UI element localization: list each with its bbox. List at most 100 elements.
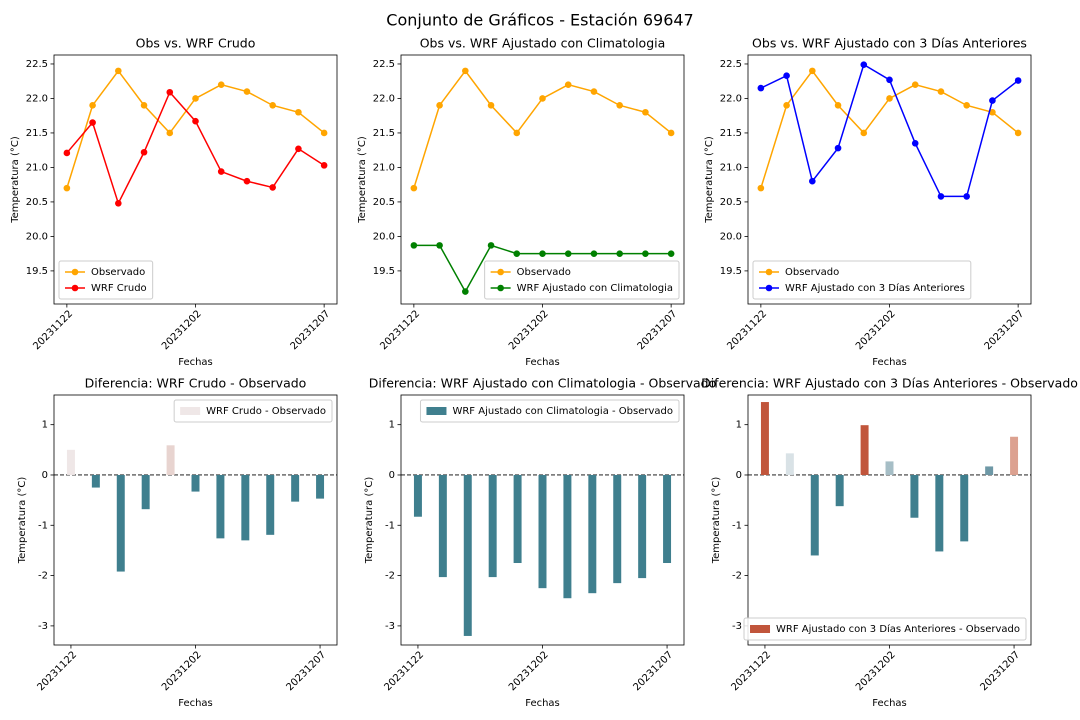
y-tick-label: 21.0 — [373, 162, 395, 173]
data-point — [860, 61, 868, 68]
subplot: Obs vs. WRF Crudo Fechas Temperatura (°C) 1… — [10, 36, 338, 368]
data-point — [140, 148, 148, 156]
data-point — [320, 129, 328, 137]
legend-swatch — [180, 407, 201, 415]
data-point — [243, 88, 251, 95]
data-point — [886, 76, 893, 84]
data-line — [66, 69, 325, 189]
y-tick-label: 21.5 — [373, 128, 395, 139]
legend-marker — [71, 268, 79, 276]
bar — [588, 474, 597, 594]
bar — [860, 425, 869, 475]
x-tick-label: 20231207 — [979, 649, 1023, 693]
figure-title: Conjunto de Gráficos - Estación 69647 — [386, 11, 693, 30]
axes-frame — [53, 54, 338, 305]
bar — [116, 474, 125, 572]
bar — [291, 474, 300, 502]
bar — [166, 445, 175, 475]
x-tick-label: 20231122 — [31, 308, 75, 352]
x-axis-label: Fechas — [872, 357, 907, 368]
data-point — [783, 72, 790, 79]
legend-label: WRF Crudo - Observado — [206, 406, 326, 417]
legend-box — [173, 399, 333, 423]
y-axis-label: Temperatura (°C) — [17, 477, 28, 565]
bar — [638, 474, 647, 579]
y-tick-label: -2 — [38, 571, 48, 582]
x-tick-label: 20231122 — [725, 308, 769, 352]
legend-label: WRF Ajustado con Climatologia — [517, 283, 673, 294]
data-point — [295, 108, 302, 116]
data-point — [166, 129, 174, 137]
y-tick-label: 1 — [389, 420, 395, 431]
legend-box — [743, 617, 1027, 641]
data-point — [539, 250, 546, 257]
y-tick-label: -3 — [38, 621, 48, 632]
axes-frame — [400, 394, 685, 646]
legend-swatch — [750, 625, 771, 633]
legend-swatch — [426, 407, 447, 415]
y-axis-label: Temperatura (°C) — [357, 136, 368, 224]
data-point — [809, 67, 816, 75]
y-tick-label: 22.0 — [720, 93, 742, 104]
y-tick-label: 19.5 — [720, 266, 742, 277]
legend-marker — [765, 268, 773, 276]
data-point — [937, 88, 945, 95]
legend-label: WRF Crudo — [91, 283, 147, 294]
data-point — [590, 88, 598, 95]
y-tick-label: 21.0 — [720, 162, 742, 173]
data-point — [590, 250, 598, 257]
data-point — [513, 250, 521, 257]
data-point — [487, 102, 495, 109]
legend-box — [419, 399, 680, 423]
data-point — [667, 250, 675, 257]
data-point — [140, 102, 148, 109]
bar — [316, 474, 325, 499]
bar — [910, 474, 919, 518]
data-point — [667, 129, 675, 137]
data-point — [217, 81, 225, 88]
subplot: Obs vs. WRF Ajustado con Climatologia Fec… — [357, 36, 685, 368]
bar — [663, 474, 672, 564]
legend-box — [484, 260, 680, 300]
data-point — [217, 168, 225, 175]
bar — [488, 474, 497, 578]
bar — [513, 474, 522, 564]
x-tick-label: 20231202 — [160, 308, 204, 352]
x-axis-label: Fechas — [178, 698, 213, 709]
data-point — [757, 184, 765, 192]
y-tick-label: -2 — [732, 571, 742, 582]
data-point — [115, 67, 122, 75]
data-point — [462, 67, 469, 75]
x-tick-label: 20231202 — [507, 649, 551, 693]
legend: Observado WRF Crudo — [58, 260, 154, 300]
legend-label: WRF Ajustado con 3 Días Anteriores — [785, 282, 965, 294]
bar — [463, 474, 472, 636]
y-tick-label: 22.0 — [373, 93, 395, 104]
subplot: Obs vs. WRF Ajustado con 3 Días Anterior… — [704, 36, 1032, 368]
y-tick-label: 20.0 — [720, 231, 742, 242]
axes-frame — [747, 394, 1032, 646]
bar — [413, 474, 422, 517]
x-axis-label: Fechas — [525, 698, 560, 709]
data-point — [63, 149, 71, 157]
bar — [191, 474, 200, 492]
bar — [66, 449, 75, 475]
subplot-title: Obs vs. WRF Ajustado con 3 Días Anterior… — [752, 36, 1027, 51]
x-tick-label: 20231122 — [729, 649, 773, 693]
y-axis-label: Temperatura (°C) — [704, 136, 715, 224]
bar — [785, 453, 794, 475]
bar — [985, 466, 994, 475]
bar — [1010, 436, 1019, 475]
bar — [91, 474, 100, 488]
data-point — [269, 184, 276, 191]
legend-label: WRF Ajustado con 3 Días Anteriores - Obs… — [776, 623, 1020, 635]
x-axis-label: Fechas — [872, 698, 907, 709]
data-point — [1014, 77, 1022, 84]
y-tick-label: -3 — [732, 621, 742, 632]
y-tick-label: -1 — [38, 520, 48, 531]
data-point — [989, 108, 996, 116]
subplot-title: Obs vs. WRF Crudo — [136, 36, 256, 51]
data-point — [616, 250, 623, 257]
x-axis-label: Fechas — [178, 357, 213, 368]
legend-label: Observado — [91, 267, 145, 278]
